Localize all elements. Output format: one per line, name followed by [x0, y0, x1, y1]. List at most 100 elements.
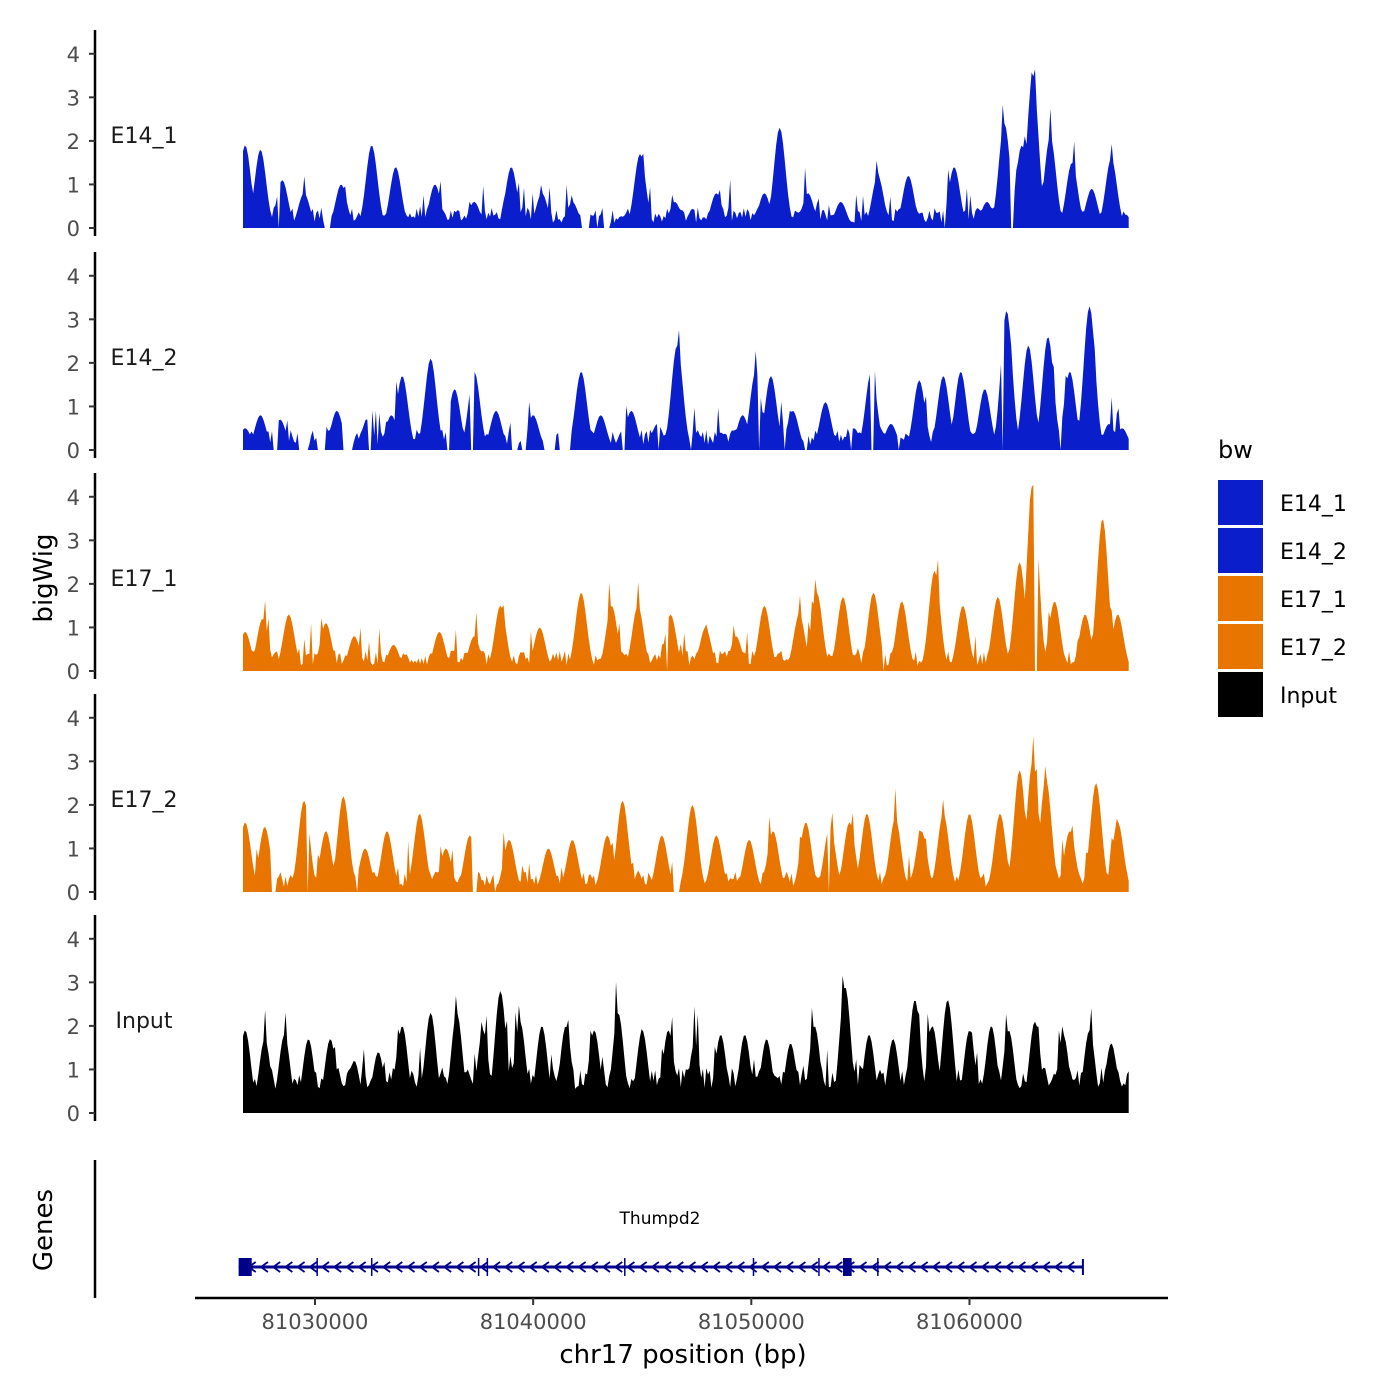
y-tick-label: 2 — [67, 573, 80, 597]
strand-arrow — [650, 1261, 660, 1273]
tracks-layer: 0 1 2 3 4 E14_1 0 1 2 3 4 E14_2 0 1 2 3 4 E17_1 0 1 2 3 4 E17_2… — [67, 30, 1129, 1126]
y-tick-label: 4 — [67, 265, 80, 289]
signal-area — [243, 484, 1129, 671]
y-axis-label: bigWig — [29, 533, 59, 622]
track-label: E14_2 — [111, 346, 178, 371]
legend-label: Input — [1280, 684, 1337, 709]
y-tick-label: 1 — [67, 395, 80, 419]
legend-swatch — [1218, 480, 1263, 525]
strand-arrow — [1053, 1261, 1063, 1273]
y-tick-label: 4 — [67, 43, 80, 67]
track-e14-1: 0 1 2 3 4 E14_1 — [67, 30, 1129, 241]
gene-name-label: Thumpd2 — [619, 1209, 701, 1229]
strand-arrow — [625, 1261, 635, 1273]
strand-arrow — [674, 1261, 684, 1273]
strand-arrow — [870, 1261, 880, 1273]
strand-arrow — [442, 1261, 452, 1273]
strand-arrow — [503, 1261, 513, 1273]
signal-area — [243, 306, 1129, 450]
y-tick-label: 3 — [67, 529, 80, 553]
strand-arrow — [662, 1261, 672, 1273]
y-tick-label: 4 — [67, 486, 80, 510]
strand-arrow — [1004, 1261, 1014, 1273]
exon-block — [842, 1258, 852, 1276]
strand-arrow — [894, 1261, 904, 1273]
x-tick-label: 81040000 — [480, 1310, 587, 1334]
y-tick-label: 1 — [67, 837, 80, 861]
track-e14-2: 0 1 2 3 4 E14_2 — [67, 252, 1129, 463]
strand-arrow — [332, 1261, 342, 1273]
track-label: Input — [116, 1009, 173, 1034]
legend-label: E14_1 — [1280, 492, 1347, 517]
x-tick-label: 81050000 — [698, 1310, 805, 1334]
strand-arrow — [601, 1261, 611, 1273]
strand-arrow — [955, 1261, 965, 1273]
exon-block — [238, 1258, 252, 1276]
strand-arrow — [833, 1261, 843, 1273]
y-tick-label: 4 — [67, 928, 80, 952]
y-tick-label: 2 — [67, 130, 80, 154]
strand-arrow — [760, 1261, 770, 1273]
legend-swatch — [1218, 672, 1263, 717]
strand-arrow — [515, 1261, 526, 1273]
strand-arrow — [980, 1261, 990, 1273]
legend-label: E17_1 — [1280, 588, 1347, 613]
track-e17-1: 0 1 2 3 4 E17_1 — [67, 473, 1129, 684]
strand-arrow — [283, 1261, 293, 1273]
x-tick-label: 81060000 — [916, 1310, 1023, 1334]
strand-arrow — [784, 1261, 794, 1273]
strand-arrow — [430, 1261, 440, 1273]
genes-layer: Thumpd2 — [93, 1160, 1084, 1298]
strand-arrow — [577, 1261, 587, 1273]
strand-arrow — [479, 1261, 489, 1273]
legend: bw E14_1 E14_2 E17_1 E17_2 Input — [1218, 436, 1347, 717]
legend-title: bw — [1218, 436, 1253, 464]
y-tick-label: 3 — [67, 86, 80, 110]
strand-arrow — [992, 1261, 1002, 1273]
strand-arrow — [919, 1261, 929, 1273]
y-tick-label: 2 — [67, 794, 80, 818]
strand-arrow — [454, 1261, 464, 1273]
signal-area — [243, 975, 1129, 1113]
strand-arrow — [735, 1261, 745, 1273]
genes-axis-label: Genes — [29, 1189, 59, 1271]
strand-arrow — [393, 1261, 403, 1273]
strand-arrow — [296, 1261, 306, 1273]
y-tick-label: 4 — [67, 707, 80, 731]
strand-arrow — [809, 1261, 819, 1273]
strand-arrow — [381, 1261, 391, 1273]
strand-arrow — [540, 1261, 550, 1273]
strand-arrow — [931, 1261, 941, 1273]
strand-arrow — [723, 1261, 733, 1273]
legend-swatch — [1218, 528, 1263, 573]
signal-area — [243, 736, 1129, 892]
strand-arrow — [528, 1261, 538, 1273]
strand-arrow — [613, 1261, 623, 1273]
strand-arrow — [638, 1261, 648, 1273]
track-label: E17_1 — [111, 567, 178, 592]
track-label: E14_1 — [111, 124, 178, 149]
strand-arrow — [491, 1261, 501, 1273]
legend-label: E17_2 — [1280, 636, 1347, 661]
y-tick-label: 0 — [67, 217, 80, 241]
strand-arrow — [699, 1261, 709, 1273]
strand-arrow — [418, 1261, 428, 1273]
x-axis-label: chr17 position (bp) — [559, 1340, 806, 1370]
strand-arrow — [467, 1261, 477, 1273]
y-tick-label: 0 — [67, 881, 80, 905]
strand-arrow — [308, 1261, 318, 1273]
strand-arrow — [405, 1261, 416, 1273]
strand-arrow — [772, 1261, 782, 1273]
legend-swatch — [1218, 576, 1263, 621]
strand-arrow — [906, 1261, 916, 1273]
strand-arrow — [858, 1261, 868, 1273]
y-tick-label: 3 — [67, 308, 80, 332]
track-e17-2: 0 1 2 3 4 E17_2 — [67, 694, 1129, 905]
x-tick-label: 81030000 — [262, 1310, 369, 1334]
track-input: 0 1 2 3 4 Input — [67, 915, 1129, 1126]
strand-arrow — [1065, 1261, 1075, 1273]
y-tick-label: 0 — [67, 1102, 80, 1126]
strand-arrow — [686, 1261, 697, 1273]
y-tick-label: 1 — [67, 616, 80, 640]
